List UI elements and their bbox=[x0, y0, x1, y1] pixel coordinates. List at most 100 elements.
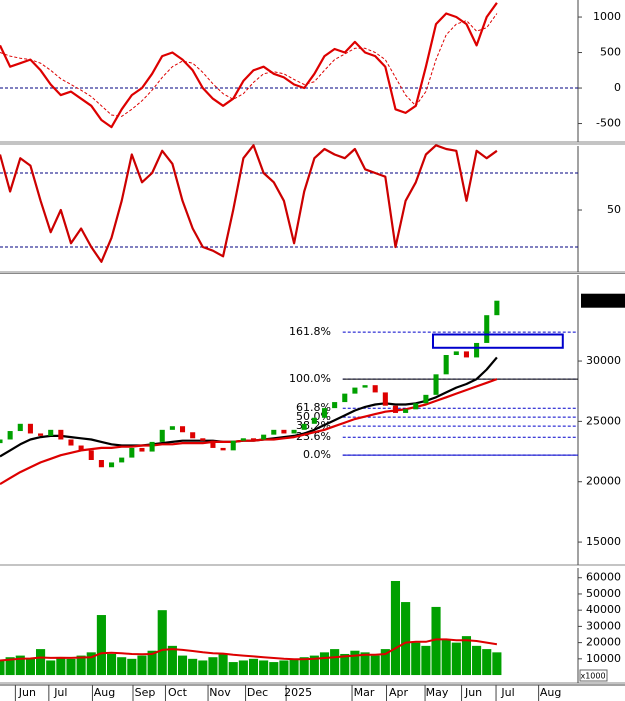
volume-bar bbox=[76, 655, 86, 676]
volume-bar bbox=[431, 606, 441, 676]
candle bbox=[17, 423, 23, 432]
y-tick-label: -500 bbox=[596, 117, 621, 130]
volume-bar bbox=[330, 649, 340, 676]
candle bbox=[494, 300, 500, 316]
volume-bar bbox=[157, 610, 167, 676]
y-tick-label: 50 bbox=[607, 203, 621, 216]
x-tick-label: Nov bbox=[209, 686, 231, 699]
candle bbox=[68, 439, 74, 446]
volume-bar bbox=[350, 650, 360, 676]
candle bbox=[78, 445, 84, 451]
volume-bar bbox=[167, 645, 177, 676]
volume-bar bbox=[441, 639, 451, 676]
candle bbox=[453, 351, 459, 356]
y-tick-label: 60000 bbox=[586, 571, 621, 584]
x-tick-label: Apr bbox=[389, 686, 409, 699]
candle bbox=[362, 385, 368, 388]
x-tick-label: Jul bbox=[53, 686, 67, 699]
candle bbox=[250, 438, 257, 440]
y-tick-label: 30000 bbox=[586, 354, 621, 367]
candle bbox=[261, 434, 267, 440]
volume-bar bbox=[56, 657, 66, 676]
fib-label: 100.0% bbox=[289, 372, 331, 385]
last-price-box bbox=[581, 293, 625, 308]
volume-ma bbox=[0, 638, 498, 662]
volume-bar bbox=[25, 658, 35, 676]
volume-bar bbox=[218, 653, 228, 676]
x-tick-label: Dec bbox=[247, 686, 268, 699]
y-tick-label: 30000 bbox=[586, 619, 621, 632]
volume-bar bbox=[46, 660, 56, 676]
volume-bar bbox=[380, 649, 390, 676]
volume-bar bbox=[147, 650, 157, 676]
candle bbox=[433, 374, 439, 395]
candle bbox=[190, 432, 196, 439]
x-tick-label: May bbox=[426, 686, 449, 699]
volume-bar bbox=[137, 655, 147, 676]
candle bbox=[27, 423, 33, 434]
volume-bar bbox=[15, 655, 25, 676]
volume-bar bbox=[238, 660, 248, 676]
x-tick-label: Aug bbox=[540, 686, 561, 699]
y-tick-label: 20000 bbox=[586, 636, 621, 649]
volume-bar bbox=[340, 653, 350, 676]
candle bbox=[7, 431, 13, 440]
x-tick-label: Mar bbox=[354, 686, 375, 699]
candle bbox=[149, 441, 155, 452]
volume-bar bbox=[96, 615, 106, 676]
volume-bar bbox=[482, 649, 492, 676]
unit-box bbox=[579, 669, 608, 682]
candle bbox=[413, 403, 419, 410]
macd-line bbox=[0, 2, 498, 129]
candle bbox=[281, 429, 287, 434]
candle bbox=[0, 439, 3, 444]
unit-label: x1000 bbox=[580, 672, 605, 681]
volume-bar bbox=[127, 658, 137, 676]
volume-bar bbox=[472, 645, 482, 676]
volume-bar bbox=[492, 652, 502, 676]
volume-bar bbox=[248, 658, 259, 676]
x-tick-label: 2025 bbox=[284, 686, 312, 699]
volume-bar bbox=[177, 655, 188, 676]
volume-bar bbox=[86, 652, 96, 676]
x-tick-label: Aug bbox=[94, 686, 115, 699]
candle bbox=[200, 438, 206, 441]
candle bbox=[352, 387, 358, 394]
candle bbox=[169, 426, 175, 430]
volume-bar bbox=[117, 657, 127, 676]
y-tick-label: 20000 bbox=[586, 475, 621, 488]
y-tick-label: 15000 bbox=[586, 535, 621, 548]
candle bbox=[311, 417, 317, 424]
x-tick-label: Jun bbox=[18, 686, 36, 699]
volume-bar bbox=[228, 662, 238, 676]
candle bbox=[88, 450, 94, 461]
volume-bar bbox=[401, 602, 411, 676]
volume-bar bbox=[299, 657, 309, 676]
candle bbox=[392, 405, 399, 413]
candle bbox=[38, 433, 44, 436]
volume-bar bbox=[390, 580, 401, 676]
volume-bar bbox=[461, 636, 472, 676]
candle bbox=[109, 462, 115, 468]
candle bbox=[220, 447, 226, 451]
candle bbox=[484, 315, 490, 343]
last-price-label: 35000.00 bbox=[583, 296, 625, 307]
target-zone bbox=[431, 333, 564, 349]
candle bbox=[291, 429, 297, 434]
fib-label: 161.8% bbox=[289, 325, 331, 338]
y-tick-label: 25000 bbox=[586, 414, 621, 427]
y-tick-label: 50000 bbox=[586, 587, 621, 600]
candle bbox=[332, 402, 338, 409]
volume-bar bbox=[451, 642, 461, 676]
volume-bar bbox=[259, 660, 269, 676]
volume-bar bbox=[188, 658, 198, 676]
volume-bar bbox=[35, 649, 46, 676]
signal-line bbox=[0, 13, 498, 117]
candle bbox=[474, 342, 480, 358]
candle bbox=[463, 351, 469, 358]
candle bbox=[301, 423, 307, 430]
volume-bar bbox=[309, 655, 319, 676]
candle bbox=[423, 394, 429, 404]
